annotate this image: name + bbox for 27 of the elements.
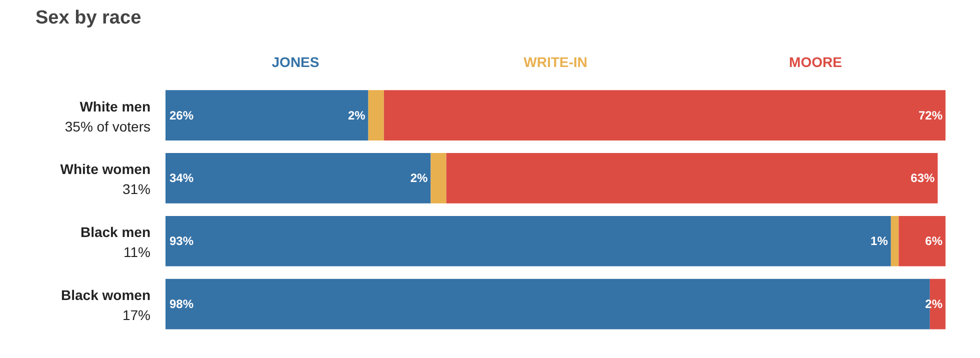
y-tick-label: Black women 17% [61,287,151,324]
bar [384,90,946,140]
y-tick-label: White women 31% [60,161,151,198]
series-label: JONES [272,54,320,70]
data-label: 1% [870,234,888,248]
bar [166,90,368,140]
bar [430,153,446,204]
chart-title: Sex by race [36,8,142,28]
data-label: 63% [910,171,936,186]
y-tick-label: White men 35% of voters [64,98,151,134]
bar [368,90,384,140]
data-label: 98% [170,297,194,312]
bar [166,153,431,204]
data-label: 93% [170,234,194,248]
data-label: 26% [170,108,194,122]
bar [890,216,899,266]
data-label: 34% [170,171,194,186]
bar [898,216,946,266]
data-label: 6% [925,234,943,248]
bar [446,153,938,204]
data-label: 2% [348,108,366,122]
data-label: 72% [918,108,943,122]
series-label: MOORE [789,54,842,70]
data-label: 2% [410,171,428,186]
y-tick-label: Black men 11% [80,224,151,260]
bar [166,216,891,266]
text: WRITE-IN [524,54,588,70]
